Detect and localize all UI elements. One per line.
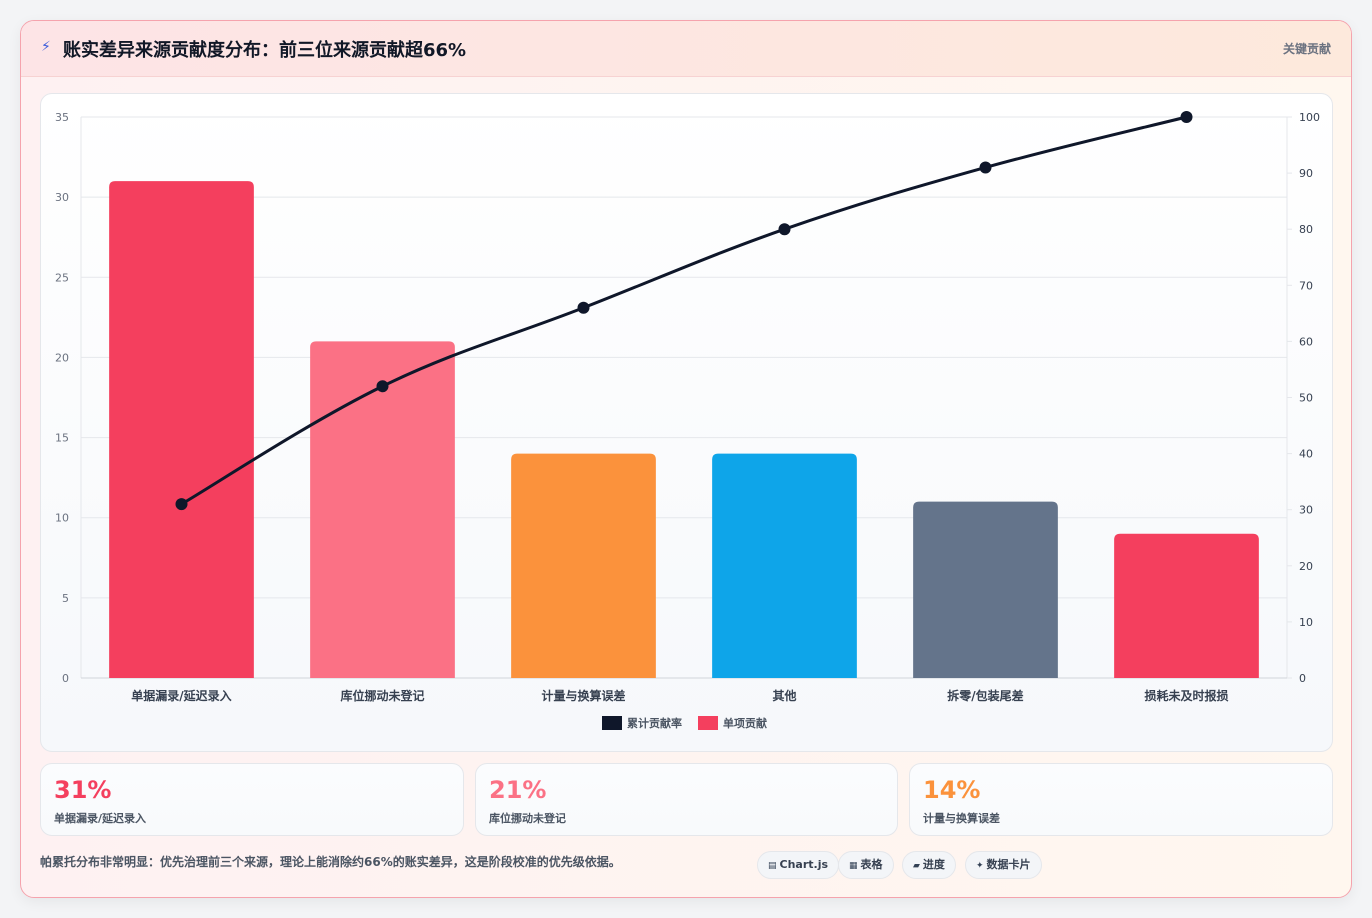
kpi-card-1: 31% 单据漏录/延迟录入 [40,763,464,836]
legend-label: 单项贡献 [723,716,767,730]
legend-label: 累计贡献率 [627,716,682,730]
bar [913,501,1058,678]
card-header: ⚡ 账实差异来源贡献度分布：前三位来源贡献超66% 关键贡献 [21,21,1351,77]
x-tick-label: 其他 [772,688,796,703]
y-tick-label: 5 [62,592,69,605]
lightning-icon: ⚡ [41,39,51,55]
kpi-label: 计量与换算误差 [923,812,1000,825]
y2-tick-label: 60 [1299,335,1313,348]
kpi-label: 库位挪动未登记 [489,812,566,825]
y-tick-label: 15 [55,432,69,445]
y-tick-label: 0 [62,672,69,685]
line-point [979,161,992,174]
cumulative-line [180,115,1187,506]
line-point [778,223,791,236]
kpi-value: 31% [54,776,112,804]
y-tick-label: 10 [55,512,69,525]
sparkle-icon: ✦ [976,861,984,871]
legend-swatch [602,716,622,730]
y2-tick-label: 20 [1299,560,1313,573]
pareto-chart: 0 5 10 15 20 25 30 35 0 10 20 30 40 50 60 70 80 90 100 单据漏录… [55,111,1320,730]
pill-label: 进度 [922,858,945,871]
chart-panel: 0 5 10 15 20 25 30 35 0 10 20 30 40 50 60 70 80 90 100 单据漏录… [40,93,1333,752]
legend-swatch [698,716,718,730]
x-tick-label: 计量与换算误差 [541,688,625,703]
bar [511,453,656,678]
bar [712,453,857,678]
y2-tick-label: 0 [1299,672,1306,685]
y-tick-label: 35 [55,111,69,124]
x-tick-label: 单据漏录/延迟录入 [131,688,231,703]
x-tick-label: 损耗未及时报损 [1144,688,1228,703]
x-tick-label: 拆零/包装尾差 [947,688,1023,703]
progress-pill-button[interactable]: ▰ 进度 [902,851,956,879]
y2-tick-label: 80 [1299,223,1313,236]
data-card-pill-button[interactable]: ✦ 数据卡片 [965,851,1042,879]
bar [109,181,254,678]
line-point [376,380,389,393]
y2-tick-label: 30 [1299,504,1313,517]
y-tick-label: 25 [55,271,69,284]
kpi-value: 21% [489,776,547,804]
y2-tick-label: 50 [1299,392,1313,405]
kpi-label: 单据漏录/延迟录入 [54,812,147,825]
page-title: 账实差异来源贡献度分布：前三位来源贡献超66% [63,40,467,61]
x-tick-label: 库位挪动未登记 [340,688,424,703]
kpi-card-3: 14% 计量与换算误差 [909,763,1333,836]
report-card: ⚡ 账实差异来源贡献度分布：前三位来源贡献超66% 关键贡献 0 5 10 15 20 2… [20,20,1352,898]
bar [310,341,455,678]
y-tick-label: 30 [55,191,69,204]
y2-tick-label: 70 [1299,279,1313,292]
header-tag: 关键贡献 [1282,42,1331,56]
footer-note: 帕累托分布非常明显：优先治理前三个来源，理论上能消除约66%的账实差异，这是阶段… [40,855,621,869]
progress-icon: ▰ [913,861,920,871]
kpi-value: 14% [923,776,981,804]
kpi-card-2: 21% 库位挪动未登记 [475,763,898,836]
table-pill-button[interactable]: ▦ 表格 [838,851,894,879]
pill-label: 表格 [860,858,883,871]
y-tick-label: 20 [55,351,69,364]
bar [1114,533,1259,678]
y2-tick-label: 10 [1299,616,1313,629]
line-point [175,498,188,511]
y2-tick-label: 100 [1299,111,1320,124]
chart-icon: ▤ [768,861,777,871]
y2-tick-label: 40 [1299,448,1313,461]
line-point [577,301,590,314]
chartjs-pill-button[interactable]: ▤ Chart.js [757,851,840,879]
y2-tick-label: 90 [1299,167,1313,180]
pill-label: Chart.js [779,858,829,871]
line-point [1180,111,1193,123]
table-icon: ▦ [849,861,858,871]
pill-label: 数据卡片 [986,858,1031,871]
